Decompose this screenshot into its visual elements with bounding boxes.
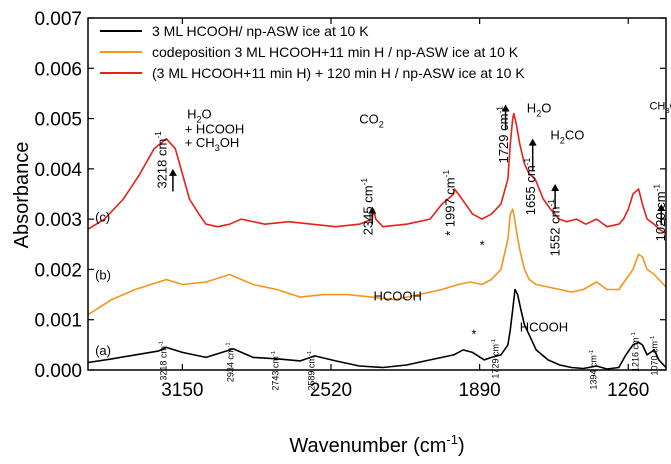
annotation-7: H2O	[187, 107, 212, 125]
annotation-9: + CH3OH	[185, 135, 240, 153]
annotation-27: 1216 cm-1	[631, 332, 641, 372]
legend-label-0: 3 ML HCOOH/ np-ASW ice at 10 K	[152, 23, 369, 39]
legend: 3 ML HCOOH/ np-ASW ice at 10 K codepositi…	[100, 23, 525, 81]
x-axis-label-end: )	[458, 435, 465, 457]
annotation-21: 3218 cm-1	[158, 341, 168, 381]
annotation-0: 3218 cm-1	[153, 131, 169, 189]
y-tick-label-4: 0.004	[34, 160, 82, 181]
legend-label-1: codeposition 3 ML HCOOH+11 min H / np-AS…	[152, 44, 519, 60]
annotation-18: HCOOH	[520, 319, 568, 334]
annotation-22: 2934 cm-1	[225, 342, 235, 382]
y-tick-label-2: 0.002	[34, 260, 82, 281]
x-axis-label-sup: -1	[446, 432, 458, 447]
series-line-1	[87, 208, 667, 316]
annotation-23: 2743 cm-1	[270, 351, 280, 391]
y-tick-label-7: 0.007	[34, 9, 82, 30]
peak-annotations: 3218 cm-1 2345 cm-1 * 1997 cm-1 1729 cm-1 16…	[95, 101, 671, 391]
series-line-0	[87, 288, 667, 370]
y-tick-label-1: 0.001	[34, 311, 82, 332]
plot-frame	[87, 17, 667, 371]
annotation-15: (b)	[95, 267, 111, 282]
y-tick-label-0: 0.000	[34, 361, 82, 382]
y-tick-label-5: 0.005	[34, 110, 82, 131]
peak-arrow-1	[368, 206, 377, 225]
legend-label-2: (3 ML HCOOH+11 min H) + 120 min H / np-A…	[152, 65, 525, 81]
annotation-2: * 1997 cm-1	[441, 170, 457, 236]
annotation-11: H2O	[527, 101, 552, 119]
peak-arrow-2	[501, 104, 510, 130]
annotation-4: 1655 cm-1	[522, 158, 538, 216]
x-tick-label-2: 1890	[458, 380, 500, 401]
annotation-17: HCOOH	[373, 289, 421, 304]
x-tick-label-1: 2520	[310, 380, 352, 401]
peak-arrow-4	[551, 183, 560, 210]
series-line-2	[87, 112, 667, 235]
spectra-series	[87, 112, 667, 370]
annotation-3: 1729 cm-1	[495, 106, 511, 164]
x-axis-label: Wavenumber (cm-1)	[289, 432, 464, 457]
annotation-12: H2CO	[550, 128, 584, 146]
x-tick-label-3: 1260	[607, 380, 649, 401]
axis-ticks: 0.000 0.001 0.002 0.003 0.004 0.005 0.006 0.007…	[34, 9, 666, 401]
x-axis-label-main: Wavenumber (cm	[289, 435, 446, 457]
annotation-20: *	[471, 326, 476, 341]
annotation-19: *	[480, 237, 485, 252]
annotation-5: 1552 cm-1	[546, 199, 562, 257]
annotation-1: 2345 cm-1	[359, 178, 375, 236]
annotation-25: 1729 cm-1	[490, 339, 500, 379]
annotation-26: 1394 cm-1	[589, 350, 599, 390]
peak-arrow-5	[657, 204, 666, 226]
annotation-14: (c)	[95, 210, 110, 225]
annotation-6: 1020 cm-1	[652, 184, 668, 242]
y-tick-label-3: 0.003	[34, 210, 82, 231]
annotation-28: 1070 cm-1	[650, 336, 660, 376]
y-tick-label-6: 0.006	[34, 59, 82, 80]
annotation-8: + HCOOH	[185, 122, 245, 137]
annotation-13: CH3OH	[649, 101, 671, 115]
annotation-10: CO2	[359, 112, 384, 130]
annotation-24: 2589 cm-1	[307, 351, 317, 391]
y-axis-label: Absorbance	[11, 142, 33, 249]
peak-arrow-3	[528, 138, 537, 172]
x-tick-label-0: 3150	[161, 380, 203, 401]
annotation-16: (a)	[95, 343, 111, 358]
peak-arrow-0	[168, 168, 177, 192]
